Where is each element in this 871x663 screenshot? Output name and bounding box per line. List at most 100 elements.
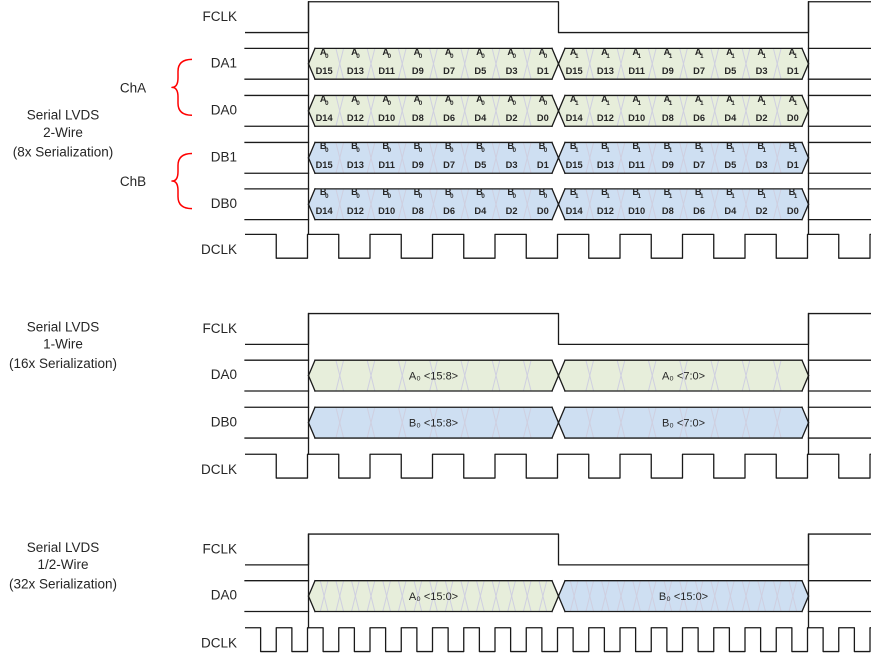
svg-text:0: 0	[419, 193, 423, 200]
svg-text:1: 1	[606, 53, 610, 60]
svg-text:1: 1	[638, 100, 642, 107]
svg-text:D0: D0	[787, 206, 799, 216]
svg-text:1: 1	[638, 193, 642, 200]
svg-text:D3: D3	[756, 66, 768, 76]
svg-text:1: 1	[700, 147, 704, 154]
svg-text:0: 0	[481, 147, 485, 154]
svg-text:D2: D2	[506, 113, 518, 123]
svg-text:0: 0	[450, 147, 454, 154]
svg-text:0: 0	[419, 100, 423, 107]
svg-text:0: 0	[356, 193, 360, 200]
svg-text:D15: D15	[316, 66, 333, 76]
svg-text:D12: D12	[347, 113, 364, 123]
svg-text:A₀ <15:0>: A₀ <15:0>	[409, 591, 458, 603]
svg-text:1: 1	[794, 147, 798, 154]
svg-text:D4: D4	[724, 206, 737, 216]
svg-text:0: 0	[544, 53, 548, 60]
svg-text:0: 0	[450, 100, 454, 107]
svg-text:D7: D7	[443, 66, 455, 76]
svg-text:0: 0	[513, 53, 517, 60]
svg-text:1: 1	[669, 100, 673, 107]
svg-text:0: 0	[450, 53, 454, 60]
svg-text:FCLK: FCLK	[202, 541, 237, 556]
svg-text:D15: D15	[566, 66, 583, 76]
svg-text:D1: D1	[537, 160, 549, 170]
svg-text:1: 1	[575, 147, 579, 154]
svg-text:0: 0	[388, 53, 392, 60]
svg-text:1: 1	[700, 53, 704, 60]
svg-text:1: 1	[731, 100, 735, 107]
svg-text:0: 0	[356, 53, 360, 60]
svg-text:D5: D5	[474, 160, 486, 170]
svg-text:1: 1	[731, 53, 735, 60]
svg-text:1: 1	[763, 100, 767, 107]
svg-text:0: 0	[356, 147, 360, 154]
svg-text:D7: D7	[693, 160, 705, 170]
svg-text:0: 0	[513, 100, 517, 107]
svg-text:Serial LVDS: Serial LVDS	[27, 319, 100, 334]
svg-text:D3: D3	[506, 160, 518, 170]
svg-text:D7: D7	[443, 160, 455, 170]
svg-text:D6: D6	[693, 206, 705, 216]
svg-text:0: 0	[481, 53, 485, 60]
svg-text:D4: D4	[474, 206, 487, 216]
svg-text:DB0: DB0	[211, 414, 237, 429]
svg-text:0: 0	[481, 193, 485, 200]
svg-text:D4: D4	[724, 113, 737, 123]
svg-text:DCLK: DCLK	[201, 242, 237, 257]
svg-text:0: 0	[544, 193, 548, 200]
svg-text:D0: D0	[537, 206, 549, 216]
svg-text:D0: D0	[787, 113, 799, 123]
svg-text:0: 0	[325, 53, 329, 60]
svg-text:D13: D13	[597, 66, 614, 76]
svg-text:D5: D5	[724, 66, 736, 76]
svg-text:0: 0	[544, 100, 548, 107]
svg-text:0: 0	[450, 193, 454, 200]
svg-text:D8: D8	[662, 206, 674, 216]
svg-text:B₀ <7:0>: B₀ <7:0>	[662, 418, 705, 430]
svg-text:D5: D5	[474, 66, 486, 76]
svg-text:1: 1	[763, 147, 767, 154]
svg-text:1: 1	[606, 193, 610, 200]
svg-text:(32x Serialization): (32x Serialization)	[9, 577, 117, 592]
svg-text:D6: D6	[443, 113, 455, 123]
svg-text:1: 1	[575, 53, 579, 60]
svg-text:1: 1	[794, 53, 798, 60]
svg-text:D0: D0	[537, 113, 549, 123]
svg-text:D3: D3	[756, 160, 768, 170]
svg-text:D13: D13	[347, 160, 364, 170]
svg-text:D10: D10	[628, 113, 645, 123]
svg-text:D1: D1	[787, 66, 799, 76]
svg-text:0: 0	[388, 193, 392, 200]
svg-text:D4: D4	[474, 113, 487, 123]
svg-text:1: 1	[669, 193, 673, 200]
svg-text:0: 0	[513, 193, 517, 200]
svg-text:1: 1	[794, 193, 798, 200]
svg-text:0: 0	[388, 100, 392, 107]
svg-text:1-Wire: 1-Wire	[43, 337, 83, 352]
svg-text:D14: D14	[316, 113, 334, 123]
svg-text:D10: D10	[378, 206, 395, 216]
svg-text:0: 0	[388, 147, 392, 154]
svg-text:0: 0	[356, 100, 360, 107]
svg-text:FCLK: FCLK	[202, 9, 237, 24]
svg-text:D10: D10	[628, 206, 645, 216]
svg-text:D11: D11	[628, 160, 645, 170]
svg-text:D9: D9	[662, 66, 674, 76]
svg-text:D8: D8	[662, 113, 674, 123]
svg-text:1: 1	[731, 147, 735, 154]
svg-text:D11: D11	[378, 160, 395, 170]
svg-text:A₀ <15:8>: A₀ <15:8>	[409, 371, 458, 383]
svg-text:DA0: DA0	[211, 102, 237, 117]
svg-text:0: 0	[544, 147, 548, 154]
svg-text:D7: D7	[693, 66, 705, 76]
svg-text:D9: D9	[662, 160, 674, 170]
svg-text:1: 1	[794, 100, 798, 107]
svg-text:1: 1	[763, 193, 767, 200]
svg-text:D2: D2	[506, 206, 518, 216]
svg-text:2-Wire: 2-Wire	[43, 125, 83, 140]
svg-text:D5: D5	[724, 160, 736, 170]
svg-text:1: 1	[606, 100, 610, 107]
svg-text:D15: D15	[316, 160, 333, 170]
svg-text:0: 0	[419, 147, 423, 154]
